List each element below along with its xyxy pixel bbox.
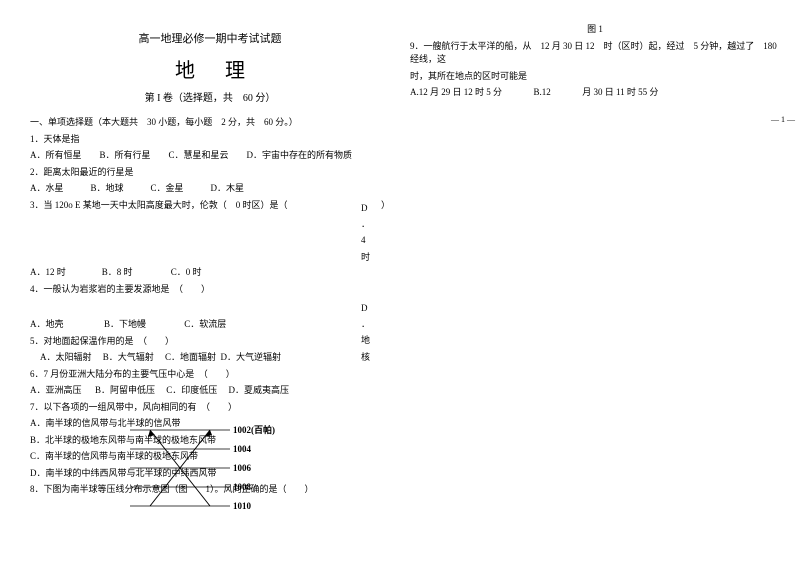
subtitle: 第 I 卷（选择题，共 60 分） [30,89,390,104]
question: 9．一艘航行于太平洋的船，从 12 月 30 日 12 时（区时）起，经过 5 … [410,40,780,67]
opt: B．大气辐射 [103,352,154,362]
options: A．亚洲高压 B．阿留申低压 C．印度低压 D．夏威夷高压 [30,384,390,398]
figure-label: 图 1 [410,23,780,37]
svg-text:1004: 1004 [233,444,252,454]
question: 2．距离太阳最近的行星是 [30,166,390,180]
opt: D．大气逆辐射 [221,352,282,362]
svg-text:1010: 1010 [233,501,252,511]
question: 1．天体是指 [30,133,390,147]
q3-text: 3．当 120o E 某地一天中太阳高度最大时，伦敦（ 0 时区）是（ [30,200,288,210]
opt: A．水星 [30,183,64,193]
opt: D．木星 [211,183,245,193]
opt: C．0 时 [171,267,202,277]
question: 6．7 月份亚洲大陆分布的主要气压中心是 （ ） [30,368,390,382]
opt: C．金星 [151,183,184,193]
opt: A．地壳 [30,319,64,329]
opt: A．太阳辐射 [40,352,92,362]
svg-text:1008: 1008 [233,482,252,492]
vertical-option-d2: D ． 地 核 [361,300,370,365]
question: 4．一般认为岩浆岩的主要发源地是 （ ） [30,283,390,297]
question: 5．对地面起保温作用的是 （ ） [30,335,390,349]
options: A．12 时 B．8 时 C．0 时 [30,266,390,280]
question: 时，其所在地点的区时可能是 [410,70,780,84]
opt: C．印度低压 [166,385,217,395]
svg-text:1006: 1006 [233,463,252,473]
options: A.12 月 29 日 12 时 5 分 B.12 月 30 日 11 时 55… [410,86,780,100]
svg-text:1002(百帕): 1002(百帕) [233,425,275,435]
vertical-option-d: D ． 4 时 [361,200,370,265]
opt: B.12 [534,87,551,97]
opt: B．所有行星 [100,150,151,160]
opt: D．夏威夷高压 [229,385,290,395]
opt: B．8 时 [102,267,133,277]
options: A．所有恒星 B．所有行星 C．慧星和星云 D．宇宙中存在的所有物质 [30,149,390,163]
section-heading: 一、单项选择题（本大题共 30 小题，每小题 2 分，共 60 分。） [30,116,390,130]
opt: C．慧星和星云 [169,150,229,160]
opt: B．地球 [91,183,124,193]
paren: ） [381,199,390,213]
options: A．地壳 B．下地幔 C．软流层 [30,318,390,332]
opt: A．所有恒星 [30,150,82,160]
question: 3．当 120o E 某地一天中太阳高度最大时，伦敦（ 0 时区）是（ ） [30,199,390,213]
options: A．太阳辐射 B．大气辐射 C．地面辐射 D．大气逆辐射 [30,351,390,365]
options: A．水星 B．地球 C．金星 D．木星 [30,182,390,196]
page-number: — 1 — [771,115,795,124]
opt: B．阿留申低压 [95,385,155,395]
question: 7．以下各项的一组风带中，风向相同的有 （ ） [30,401,390,415]
opt: A.12 月 29 日 12 时 5 分 [410,87,502,97]
opt: 月 30 日 11 时 55 分 [582,87,658,97]
big-title: 地理 [30,54,390,83]
opt: A．12 时 [30,267,66,277]
header-title: 高一地理必修一期中考试试题 [30,30,390,46]
opt: C．地面辐射 [165,352,216,362]
opt: D．宇宙中存在的所有物质 [247,150,353,160]
opt: C．软流层 [184,319,226,329]
opt: A．亚洲高压 [30,385,82,395]
isobar-diagram: 1002(百帕) 1004 1006 1008 1010 [130,425,300,520]
opt: B．下地幔 [104,319,146,329]
